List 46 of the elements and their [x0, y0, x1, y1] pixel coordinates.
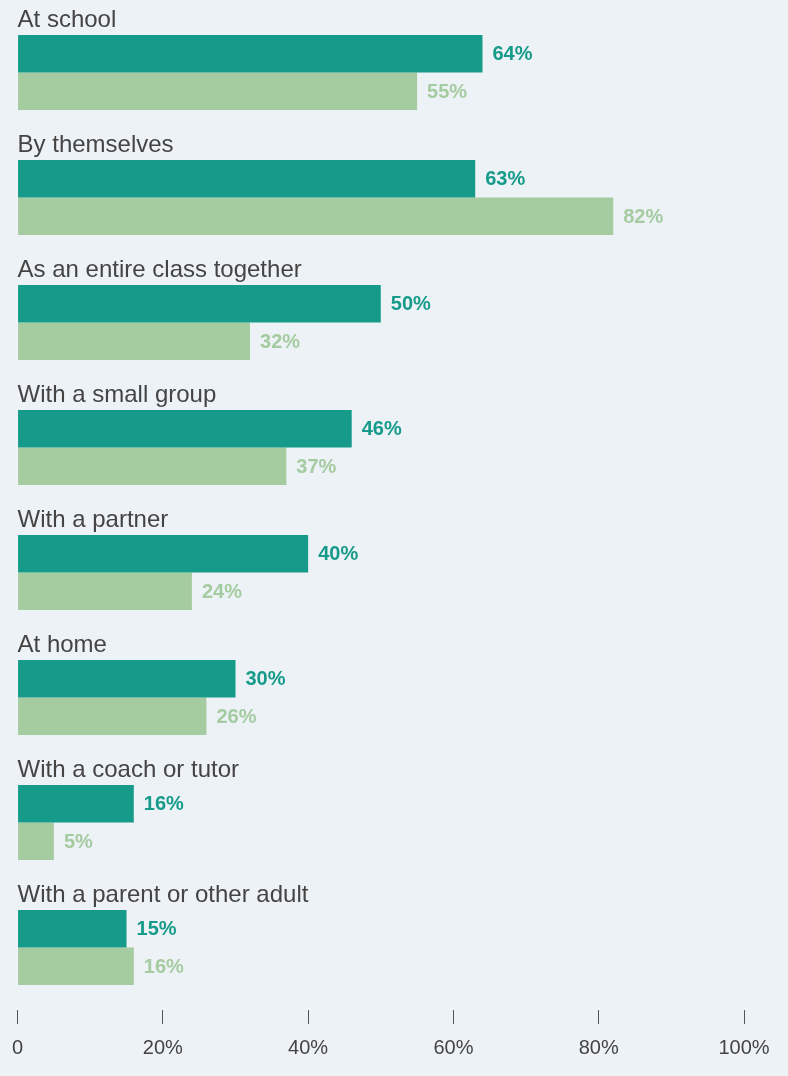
x-tick-label: 100%	[718, 1035, 770, 1058]
bar	[18, 910, 127, 948]
data-label: 32%	[260, 329, 301, 352]
x-tick-label: 80%	[578, 1035, 619, 1058]
data-label: 64%	[492, 42, 533, 65]
data-label: 16%	[143, 954, 185, 977]
data-label: 15%	[136, 917, 177, 940]
bar	[18, 572, 192, 610]
bar	[18, 160, 476, 198]
y-tick-label: At home	[17, 630, 107, 657]
bar	[18, 35, 483, 73]
y-tick-label: With a partner	[17, 505, 169, 532]
x-tick-label: 60%	[433, 1035, 474, 1058]
y-tick-label: At school	[17, 5, 117, 32]
bar	[18, 197, 614, 235]
data-label: 5%	[63, 829, 94, 852]
y-tick-label: With a coach or tutor	[17, 755, 239, 782]
data-label: 82%	[623, 204, 664, 227]
bar	[18, 410, 352, 448]
data-label: 50%	[390, 292, 432, 315]
x-tick-label: 20%	[142, 1035, 184, 1058]
bar	[18, 322, 251, 360]
bar	[18, 660, 236, 698]
y-tick-label: With a small group	[17, 380, 217, 407]
data-label: 46%	[361, 417, 402, 440]
data-label: 24%	[201, 579, 243, 602]
data-label: 55%	[427, 79, 468, 102]
bar	[18, 72, 418, 110]
x-tick-label: 40%	[288, 1035, 329, 1058]
y-tick-label: By themselves	[17, 130, 174, 157]
bar	[18, 822, 54, 860]
bar	[18, 947, 134, 985]
data-label: 16%	[143, 792, 185, 815]
data-label: 63%	[485, 167, 526, 190]
bar	[18, 447, 287, 485]
data-label: 37%	[296, 454, 337, 477]
data-label: 30%	[245, 667, 286, 690]
bar	[18, 697, 207, 735]
data-label: 40%	[318, 542, 359, 565]
y-tick-label: With a parent or other adult	[17, 880, 309, 907]
y-tick-label: As an entire class together	[17, 255, 302, 282]
bar	[18, 285, 381, 323]
x-tick-label: 0	[12, 1035, 24, 1058]
bar	[18, 785, 134, 823]
data-label: 26%	[216, 704, 257, 727]
bar	[18, 535, 309, 573]
